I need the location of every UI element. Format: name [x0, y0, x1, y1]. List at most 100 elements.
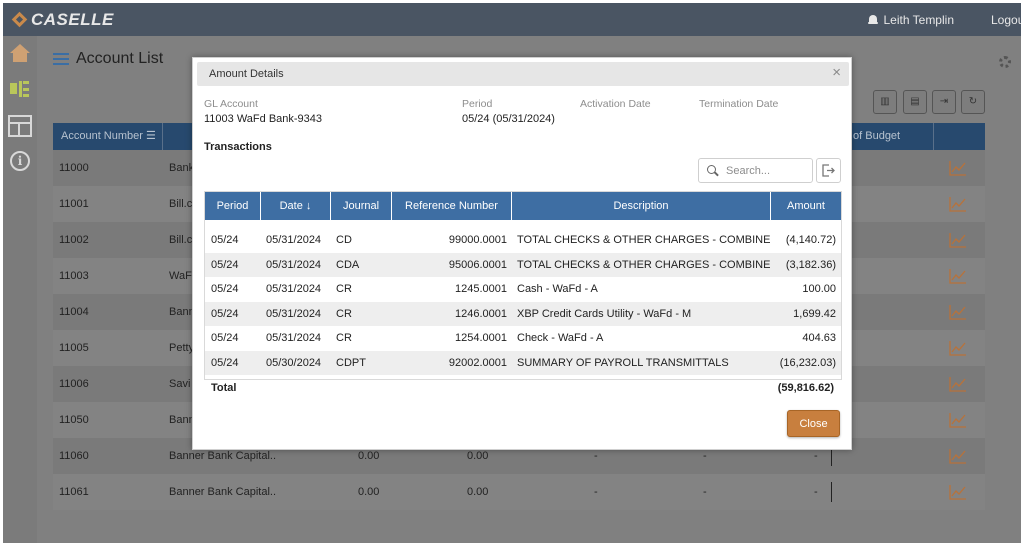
col-reference-number[interactable]: Reference Number — [392, 192, 512, 220]
transactions-table: Period Date ↓ Journal Reference Number D… — [204, 191, 842, 380]
layout-icon[interactable] — [8, 115, 32, 137]
user-name: Leith Templin — [883, 13, 955, 27]
account-number-cell: 11061 — [59, 486, 89, 498]
info-icon[interactable]: i — [10, 151, 30, 171]
line-chart-icon[interactable] — [949, 268, 967, 284]
home-icon[interactable] — [8, 42, 32, 64]
reference-cell: 1245.0001 — [455, 283, 507, 296]
line-chart-icon[interactable] — [949, 340, 967, 356]
activation-cell: - — [594, 450, 598, 462]
columns-button[interactable]: ▥ — [873, 90, 897, 114]
side-nav: i — [3, 36, 37, 543]
close-icon[interactable]: × — [832, 64, 841, 81]
account-number-cell: 11002 — [59, 234, 89, 246]
line-chart-icon[interactable] — [949, 232, 967, 248]
bell-icon[interactable] — [867, 14, 878, 26]
list-icon — [53, 52, 69, 66]
col-description[interactable]: Description — [512, 192, 771, 220]
col-account-number[interactable]: Account Number ☰ — [53, 123, 163, 150]
filter-icon[interactable]: ☰ — [146, 130, 156, 142]
col-date[interactable]: Date ↓ — [261, 192, 331, 220]
period-label: Period — [462, 98, 493, 110]
date-cell: 05/30/2024 — [266, 356, 322, 369]
brand-name: CASELLE — [31, 9, 114, 29]
journal-cell: CR — [336, 283, 352, 296]
gear-icon[interactable] — [999, 56, 1011, 68]
transaction-row[interactable]: 05/24 05/31/2024 CDA 95006.0001 TOTAL CHECKS… — [205, 252, 841, 277]
transaction-row[interactable]: 05/24 05/31/2024 CD 99000.0001 TOTAL CHECKS … — [205, 228, 841, 253]
reference-cell: 1246.0001 — [455, 307, 507, 320]
transaction-row[interactable]: 05/24 05/30/2024 CDPT 92002.0001 SUMMARY OF … — [205, 350, 841, 375]
transaction-row[interactable]: 05/24 05/31/2024 CR 1254.0001 Check - WaFd -… — [205, 326, 841, 351]
page-title: Account List — [76, 50, 164, 67]
modal-title: Amount Details — [209, 68, 284, 80]
account-name-cell: Bann — [169, 414, 195, 426]
reference-cell: 92002.0001 — [448, 356, 507, 369]
close-button[interactable]: Close — [787, 410, 840, 437]
period-cell: 05/24 — [211, 283, 239, 296]
description-cell: SUMMARY OF PAYROLL TRANSMITTALS — [517, 356, 729, 369]
col-journal[interactable]: Journal — [331, 192, 392, 220]
user-menu[interactable]: Leith Templin — [867, 13, 955, 27]
account-number-cell: 11060 — [59, 450, 89, 462]
amount-details-modal: Amount Details × GL Account 11003 WaFd B… — [192, 57, 852, 450]
journal-cell: CDPT — [336, 356, 366, 369]
refresh-button[interactable]: ↻ — [961, 90, 985, 114]
reference-cell: 99000.0001 — [448, 234, 507, 247]
org-tree-icon[interactable] — [8, 78, 32, 100]
caselle-logo-icon — [13, 13, 27, 27]
termination-date-label: Termination Date — [699, 98, 779, 110]
journal-cell: CR — [336, 332, 352, 345]
gl-account-value: 11003 WaFd Bank-9343 — [204, 113, 323, 125]
date-cell: 05/31/2024 — [266, 234, 322, 247]
line-chart-icon[interactable] — [949, 412, 967, 428]
status-cell: - — [814, 450, 818, 462]
col-amount[interactable]: Amount — [787, 200, 825, 212]
amount-cell: (3,182.36) — [785, 258, 836, 271]
report-button[interactable]: ▤ — [903, 90, 927, 114]
page-header: Account List — [53, 50, 163, 68]
line-chart-icon[interactable] — [949, 484, 967, 500]
activation-cell: - — [594, 486, 598, 498]
account-number-cell: 11005 — [59, 342, 89, 354]
journal-cell: CR — [336, 307, 352, 320]
account-number-cell: 11003 — [59, 270, 89, 282]
col-period[interactable]: Period — [205, 192, 261, 220]
journal-cell: CDA — [336, 258, 360, 271]
period-cell: 05/24 — [211, 307, 239, 320]
line-chart-icon[interactable] — [949, 160, 967, 176]
line-chart-icon[interactable] — [949, 304, 967, 320]
logout-link[interactable]: Logout — [991, 13, 1021, 27]
line-chart-icon[interactable] — [949, 376, 967, 392]
reference-cell: 95006.0001 — [448, 258, 507, 271]
transaction-row[interactable]: 05/24 05/31/2024 CR 1246.0001 XBP Credit Car… — [205, 301, 841, 326]
line-chart-icon[interactable] — [949, 196, 967, 212]
account-name-cell: WaFd — [169, 270, 198, 282]
activation-date-label: Activation Date — [580, 98, 651, 110]
column-divider — [831, 446, 832, 466]
account-name-cell: Banner Bank Capital... — [169, 486, 277, 498]
export-icon — [822, 164, 835, 177]
table-row[interactable]: 11061 Banner Bank Capital... 0.00 0.00 - - - — [53, 474, 985, 510]
top-bar: CASELLE Leith Templin Logout — [3, 3, 1021, 36]
transactions-header: Period Date ↓ Journal Reference Number D… — [205, 192, 841, 220]
period-cell: 05/24 — [211, 332, 239, 345]
status-cell: - — [814, 486, 818, 498]
value-cell: 0.00 — [467, 450, 489, 462]
period-cell: 05/24 — [211, 356, 239, 369]
transaction-row[interactable]: 05/24 05/31/2024 CR 1245.0001 Cash - WaFd - … — [205, 277, 841, 302]
description-cell: Cash - WaFd - A — [517, 283, 598, 296]
date-cell: 05/31/2024 — [266, 332, 322, 345]
termination-cell: - — [703, 450, 707, 462]
transactions-title: Transactions — [204, 141, 272, 153]
search-box[interactable] — [698, 158, 813, 183]
line-chart-icon[interactable] — [949, 448, 967, 464]
app-logo[interactable]: CASELLE — [13, 10, 114, 30]
export-button[interactable] — [816, 158, 841, 183]
value-cell: 0.00 — [358, 450, 380, 462]
description-cell: XBP Credit Cards Utility - WaFd - M — [517, 307, 692, 320]
total-label: Total — [211, 382, 237, 394]
export-button-bg[interactable]: ⇥ — [932, 90, 956, 114]
search-input[interactable] — [726, 164, 806, 177]
account-name-cell: Bank — [169, 162, 195, 174]
